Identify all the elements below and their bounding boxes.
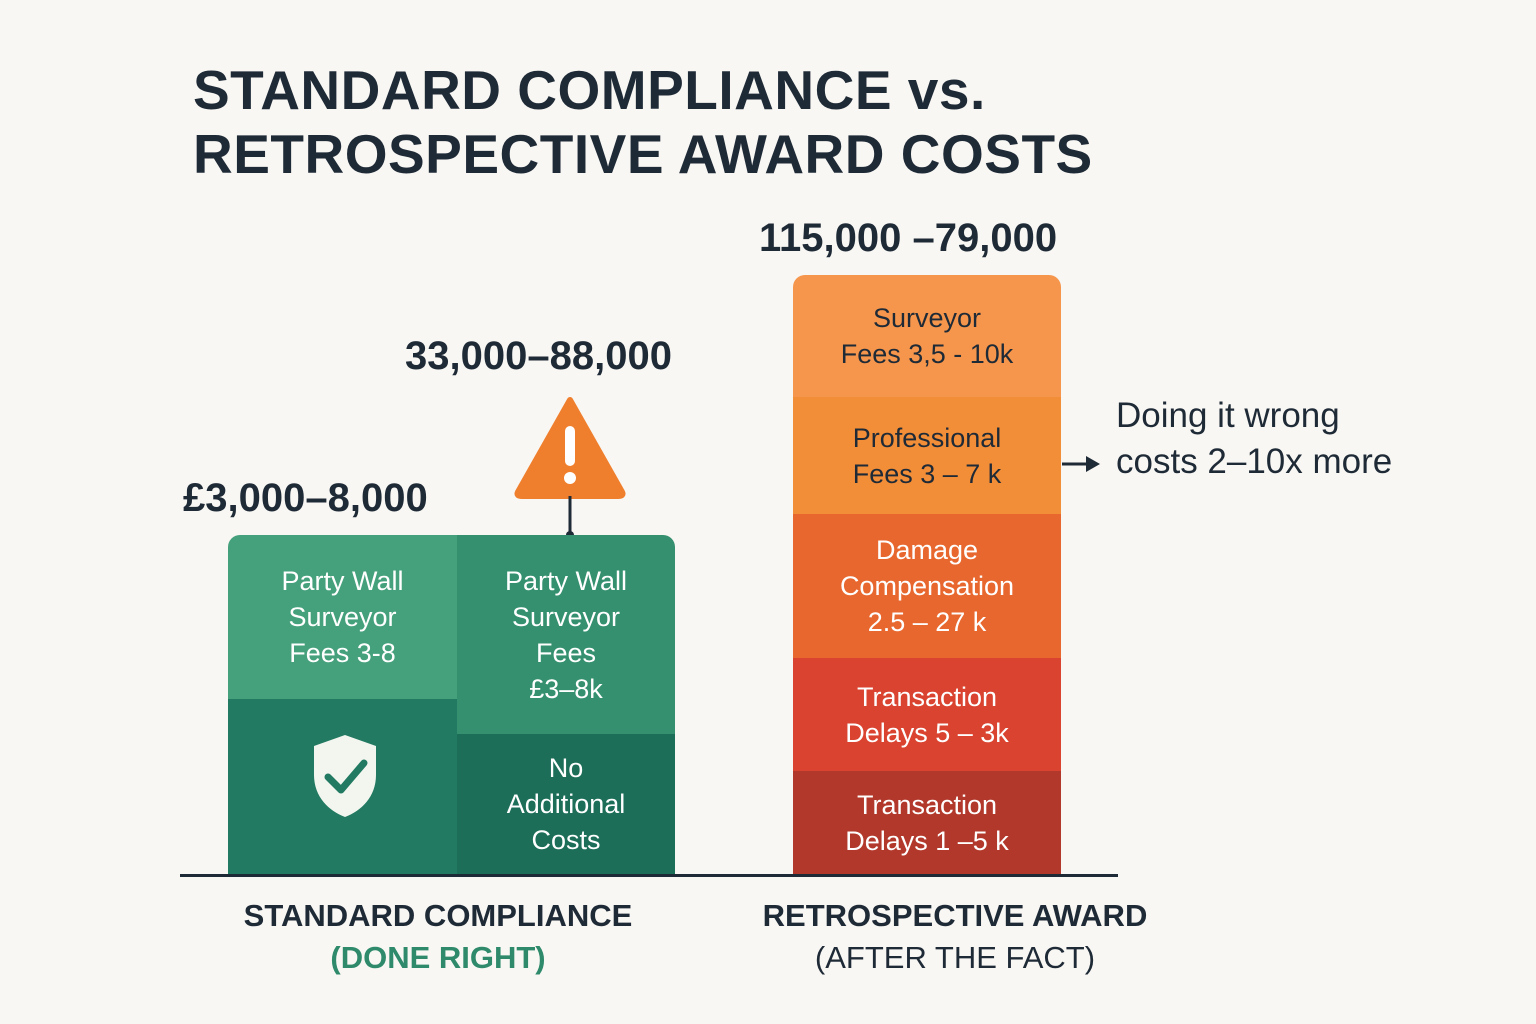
title-line-1: STANDARD COMPLIANCE vs. xyxy=(193,59,986,121)
annotation: Doing it wrong costs 2–10x more xyxy=(1116,393,1392,485)
segment-damage-compensation: Damage Compensation 2.5 – 27 k xyxy=(793,514,1061,658)
segment-professional-fees: Professional Fees 3 – 7 k xyxy=(793,397,1061,514)
segment-label: Professional Fees 3 – 7 k xyxy=(852,422,1002,489)
segment-label: Party Wall Surveyor Fees 3-8 xyxy=(281,566,404,668)
segment-party-wall-fees-right: Party Wall Surveyor Fees £3–8k xyxy=(457,535,675,734)
page-title: STANDARD COMPLIANCE vs. RETROSPECTIVE AW… xyxy=(193,58,1093,186)
segment-surveyor-fees: Surveyor Fees 3,5 - 10k xyxy=(793,275,1061,397)
segment-label: Transaction Delays 1 –5 k xyxy=(845,789,1009,856)
segment-label: No Additional Costs xyxy=(506,753,626,855)
segment-transaction-delays-2: Transaction Delays 1 –5 k xyxy=(793,771,1061,874)
category-label-sub: (DONE RIGHT) xyxy=(330,940,546,975)
category-label-standard: STANDARD COMPLIANCE (DONE RIGHT) xyxy=(244,895,633,979)
value-label-warning: 33,000–88,000 xyxy=(405,334,672,378)
segment-label: Damage Compensation 2.5 – 27 k xyxy=(839,535,1015,637)
segment-label: Transaction Delays 5 – 3k xyxy=(845,681,1009,748)
shield-check-icon xyxy=(314,735,376,817)
title-line-2: RETROSPECTIVE AWARD COSTS xyxy=(193,123,1093,185)
x-axis-baseline xyxy=(180,874,1118,877)
category-label-sub: (AFTER THE FACT) xyxy=(814,940,1096,975)
warning-triangle-icon xyxy=(514,397,626,539)
segment-no-additional-costs: No Additional Costs xyxy=(457,734,675,874)
category-label-retrospective: RETROSPECTIVE AWARD (AFTER THE FACT) xyxy=(763,895,1148,979)
segment-label: Party Wall Surveyor Fees £3–8k xyxy=(504,565,627,704)
annotation-line-2: costs 2–10x more xyxy=(1116,442,1393,481)
category-label-main: STANDARD COMPLIANCE xyxy=(243,898,633,933)
annotation-line-1: Doing it wrong xyxy=(1116,396,1340,435)
category-label-main: RETROSPECTIVE AWARD xyxy=(762,898,1148,933)
segment-label: Surveyor Fees 3,5 - 10k xyxy=(840,303,1014,369)
arrow-right-icon xyxy=(1062,456,1100,472)
value-label-standard: £3,000–8,000 xyxy=(183,476,428,520)
value-label-retrospective: 115,000 –79,000 xyxy=(759,216,1058,260)
segment-party-wall-fees-left: Party Wall Surveyor Fees 3-8 xyxy=(228,535,457,699)
segment-transaction-delays-1: Transaction Delays 5 – 3k xyxy=(793,658,1061,771)
